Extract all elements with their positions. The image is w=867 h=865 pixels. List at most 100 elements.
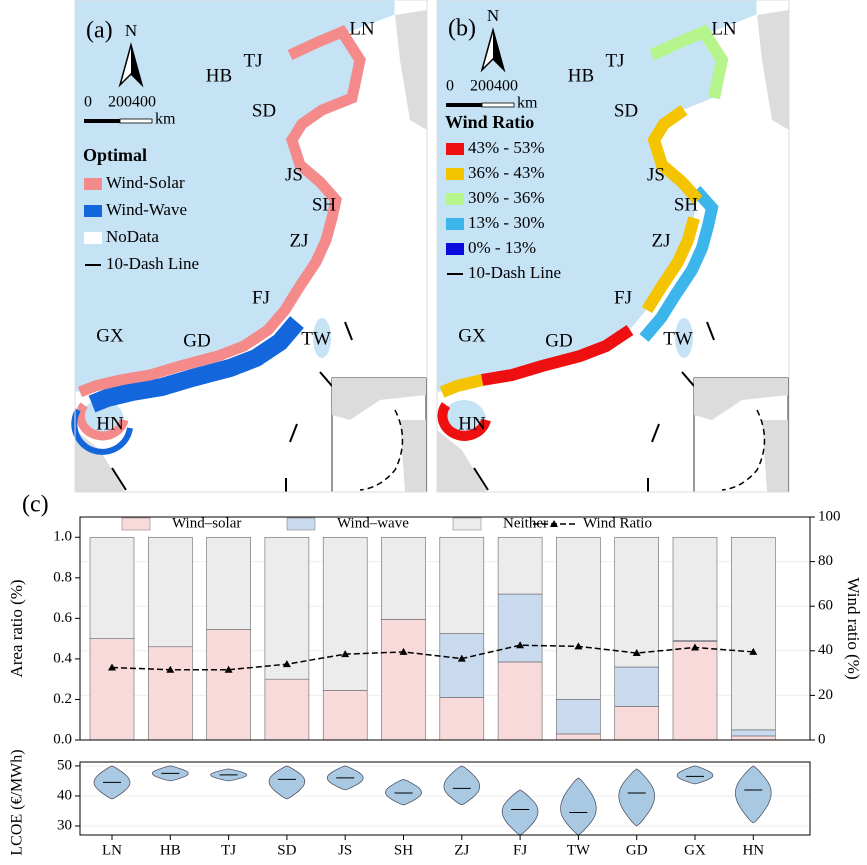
taiwan-land	[675, 318, 693, 358]
province-label: LN	[349, 18, 375, 39]
x-tick-label: JS	[338, 842, 352, 858]
x-tick-label: TW	[567, 842, 591, 858]
bar-segment	[614, 536, 660, 668]
dash-line	[344, 321, 353, 341]
x-tick-label: ZJ	[454, 842, 469, 858]
legend-swatch	[84, 205, 102, 217]
province-label: TW	[301, 328, 331, 349]
dash-line	[319, 371, 333, 387]
province-label: LN	[711, 18, 737, 39]
province-label: FJ	[252, 287, 270, 308]
dash-line	[651, 423, 660, 443]
legend-label: 30% - 36%	[468, 188, 544, 207]
bar-segment	[148, 646, 193, 741]
legend-marker	[550, 520, 558, 527]
legend-label: Neither	[503, 515, 548, 531]
x-tick-label: HN	[742, 842, 764, 858]
x-tick-label: FJ	[513, 842, 527, 858]
north-label: N	[487, 6, 499, 25]
bar-segment	[439, 633, 485, 698]
bar-segment	[497, 536, 543, 595]
bar-segment	[264, 678, 310, 741]
panel-label: (b)	[448, 16, 476, 42]
y-tick-label: 1.0	[53, 529, 72, 545]
province-label: GD	[183, 330, 210, 351]
korea-land	[757, 10, 789, 130]
bar-segment	[614, 706, 660, 741]
y2-tick-label: 0	[818, 731, 826, 747]
bar-segment	[730, 536, 776, 731]
bar-segment	[322, 690, 368, 741]
y-axis-label: Area ratio (%)	[7, 579, 26, 677]
violin-body	[735, 765, 772, 824]
legend-swatch	[84, 178, 102, 190]
scale-bar	[84, 119, 120, 123]
province-label: GX	[458, 325, 486, 346]
x-tick-label: LN	[102, 842, 122, 858]
scale-label: 0	[446, 78, 454, 95]
scale-unit: km	[155, 111, 176, 128]
province-label: HB	[568, 65, 594, 86]
x-tick-label: GX	[684, 842, 706, 858]
y-tick-label: 30	[57, 817, 72, 833]
wind-ratio-marker	[166, 665, 175, 673]
legend-swatch	[286, 517, 316, 531]
legend-swatch	[446, 193, 464, 205]
scale-label: 200400	[470, 78, 518, 95]
y2-axis-label: Wind ratio (%)	[844, 577, 863, 679]
y2-tick-label: 100	[818, 508, 841, 524]
legend-label: 36% - 43%	[468, 163, 544, 182]
wind-ratio-marker	[632, 649, 641, 657]
province-label: JS	[285, 164, 303, 185]
legend-swatch	[121, 517, 151, 531]
bar-segment	[614, 666, 660, 707]
y-tick-label: 0.2	[53, 691, 72, 707]
scale-bar	[481, 102, 515, 108]
wind-ratio-marker	[574, 642, 583, 650]
inset-dash	[359, 409, 404, 491]
wind-ratio-marker	[341, 650, 350, 658]
korea-land	[395, 10, 427, 130]
province-label: TW	[663, 328, 693, 349]
wind-ratio-marker	[282, 660, 291, 668]
bar-segment	[148, 536, 193, 648]
scale-label: 200400	[108, 94, 156, 111]
dash-line	[473, 467, 489, 491]
province-label: SD	[614, 100, 638, 121]
dash-line	[681, 371, 695, 387]
inset-land	[762, 420, 788, 492]
legend-label: NoData	[106, 227, 159, 246]
province-label: SD	[252, 100, 276, 121]
bar-segment	[497, 593, 543, 663]
legend-label: 43% - 53%	[468, 138, 544, 157]
y-tick-label: 0.4	[53, 650, 72, 666]
bar-segment	[89, 638, 135, 741]
legend-swatch	[84, 232, 102, 244]
north-arrow-half	[131, 45, 142, 85]
inset-land	[400, 420, 426, 492]
x-tick-label: TJ	[221, 842, 236, 858]
scale-label: 0	[84, 94, 92, 111]
hainan-strip	[437, 402, 491, 441]
hainan-strip	[76, 402, 129, 441]
bar-segment	[89, 536, 135, 639]
province-label: GX	[96, 325, 124, 346]
bar-segment	[730, 735, 776, 741]
bar-segment	[381, 536, 426, 620]
dash-line	[111, 467, 127, 491]
x-tick-label: HB	[160, 842, 181, 858]
hainan-wave	[71, 408, 133, 455]
bar-segment	[730, 729, 776, 737]
wind-ratio-marker	[224, 665, 233, 673]
ratio-strip	[649, 24, 729, 100]
legend-swatch	[446, 243, 464, 255]
province-label: JS	[647, 164, 665, 185]
inset-land	[694, 378, 788, 420]
legend-swatch	[446, 143, 464, 155]
province-label: TJ	[606, 50, 625, 71]
violin-body	[618, 768, 655, 827]
wind-ratio-marker	[691, 643, 699, 651]
bar-segment	[672, 641, 718, 741]
